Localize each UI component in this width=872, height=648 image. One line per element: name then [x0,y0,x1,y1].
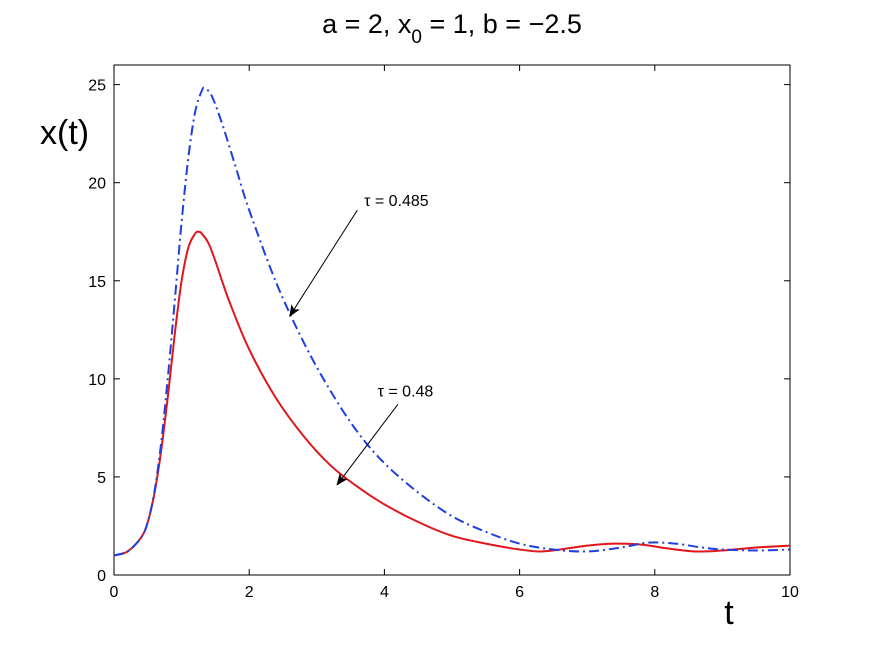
annotation-arrow-2 [336,404,399,486]
annotation-arrow-1 [289,209,358,317]
y-axis-label: x(t) [40,114,89,152]
x-tick-label: 0 [110,584,119,601]
x-tick-label: 8 [650,584,659,601]
annotation-label-1: τ = 0.485 [364,193,429,210]
series-line-1 [113,230,791,557]
x-tick-label: 2 [245,584,254,601]
plot-area [113,64,791,576]
x-axis-label: t [724,594,734,632]
chart-title: a = 2, x0 = 1, b = −2.5 [322,9,582,48]
annotation-label-2: τ = 0.48 [378,384,434,401]
y-tick-label: 20 [88,176,106,193]
x-tick-label: 10 [781,584,799,601]
x-tick-label: 6 [515,584,524,601]
series-line-2 [113,86,791,557]
y-tick-label: 25 [88,78,106,95]
y-tick-label: 15 [88,274,106,291]
y-tick-label: 5 [97,470,106,487]
y-tick-label: 0 [97,568,106,585]
y-tick-label: 10 [88,372,106,389]
x-tick-label: 4 [380,584,389,601]
